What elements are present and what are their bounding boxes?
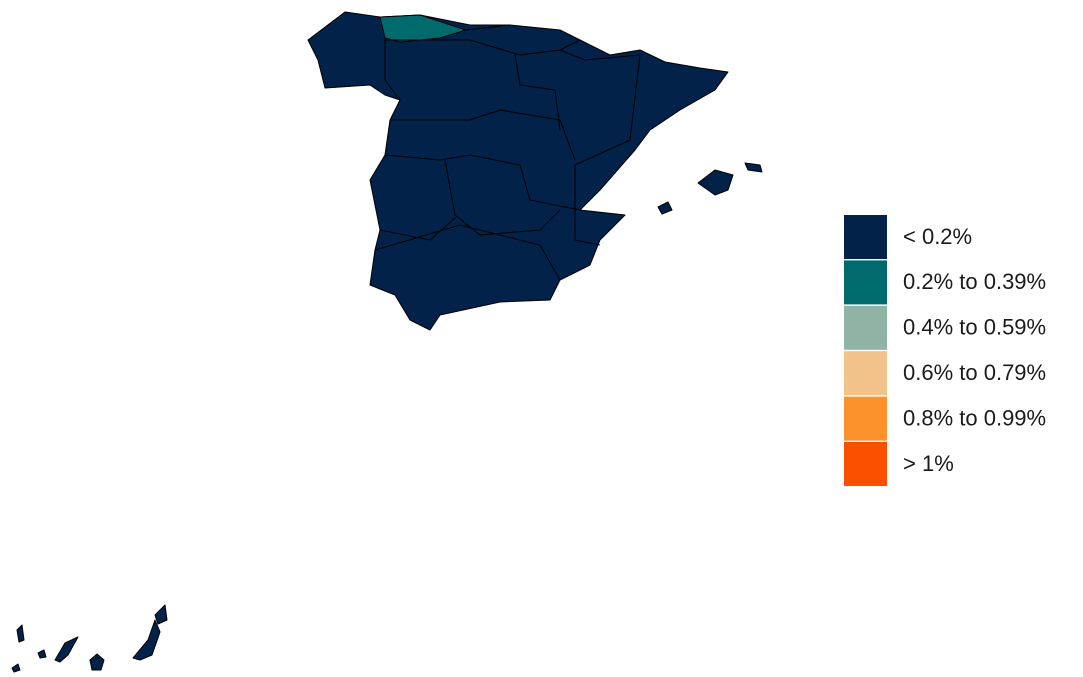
region-borders (374, 24, 641, 281)
gran-canaria (89, 653, 105, 671)
legend-swatch (844, 351, 887, 396)
legend: < 0.2% 0.2% to 0.39% 0.4% to 0.59% 0.6% to … (844, 215, 1046, 486)
legend-label: 0.4% to 0.59% (903, 315, 1046, 340)
la-palma (16, 624, 25, 643)
mainland (307, 11, 729, 331)
legend-swatch (844, 442, 887, 486)
legend-swatch (844, 305, 887, 350)
legend-swatch (844, 215, 887, 259)
legend-swatch (844, 260, 887, 305)
menorca (744, 162, 763, 173)
lanzarote (154, 604, 168, 625)
la-gomera (37, 649, 47, 659)
legend-label: 0.8% to 0.99% (903, 405, 1046, 430)
legend-label: 0.2% to 0.39% (903, 269, 1046, 294)
el-hierro (11, 663, 21, 673)
legend-label: < 0.2% (903, 224, 972, 249)
fuerteventura (132, 619, 161, 661)
map-regions (11, 11, 763, 673)
mallorca (697, 169, 734, 196)
ibiza (657, 201, 673, 215)
legend-label: 0.6% to 0.79% (903, 360, 1046, 385)
tenerife (54, 636, 79, 663)
legend-swatch (844, 396, 887, 441)
legend-label: > 1% (903, 451, 954, 476)
